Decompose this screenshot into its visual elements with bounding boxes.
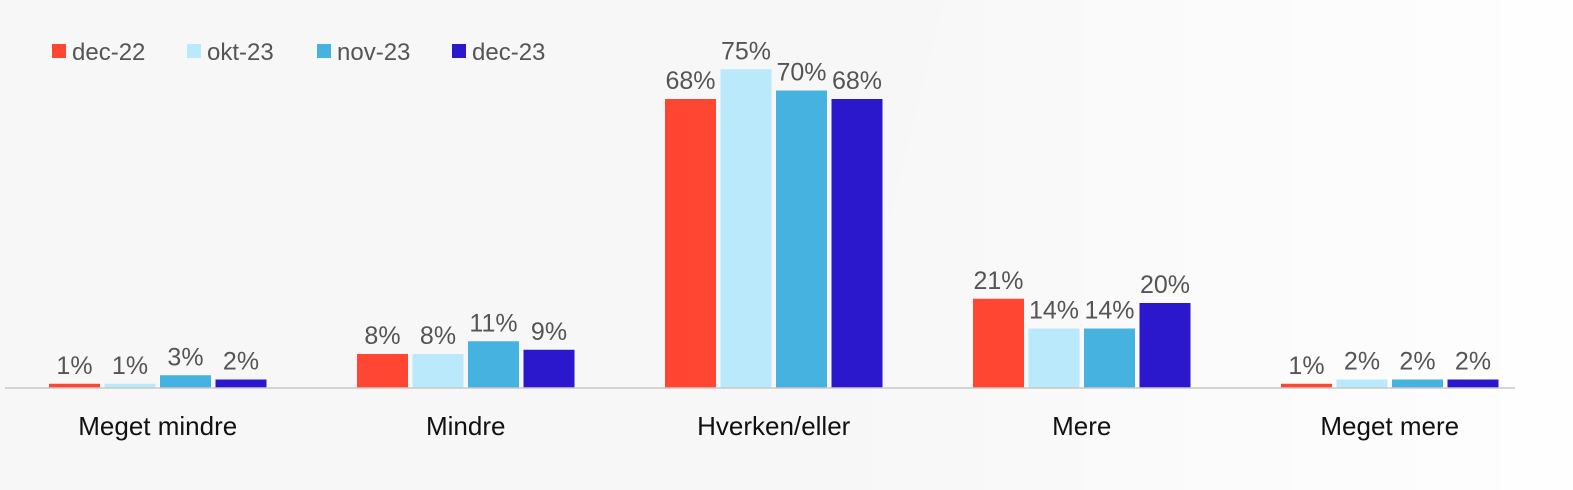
value-label-meget-mindre-okt-23: 1% — [112, 352, 148, 380]
value-label-meget-mere-okt-23: 2% — [1344, 348, 1380, 376]
value-label-mindre-okt-23: 8% — [420, 322, 456, 350]
value-label-hverken-eller-dec-23: 68% — [832, 67, 882, 95]
bar-meget-mindre-dec-23 — [215, 379, 267, 388]
bar-mere-dec-23 — [1139, 303, 1191, 388]
bar-meget-mindre-nov-23 — [160, 375, 211, 388]
value-label-hverken-eller-nov-23: 70% — [776, 59, 826, 87]
value-label-mere-dec-22: 21% — [973, 267, 1023, 295]
value-label-mindre-dec-22: 8% — [364, 322, 400, 350]
value-label-meget-mindre-dec-23: 2% — [223, 348, 259, 376]
value-label-meget-mere-dec-23: 2% — [1455, 348, 1491, 376]
background-shape — [820, 0, 1573, 490]
legend-label-dec-22: dec-22 — [72, 39, 145, 66]
bar-hverken-eller-dec-23 — [831, 99, 883, 388]
value-label-mindre-dec-23: 9% — [531, 318, 567, 346]
legend-swatch-nov-23 — [317, 44, 331, 58]
category-label-meget-mindre: Meget mindre — [78, 411, 237, 441]
value-label-mindre-nov-23: 11% — [469, 309, 517, 337]
bar-meget-mere-dec-22 — [1281, 383, 1332, 388]
bar-hverken-eller-okt-23 — [720, 69, 772, 388]
bar-meget-mindre-dec-22 — [49, 383, 100, 388]
legend-swatch-dec-23 — [452, 44, 466, 58]
legend-swatch-okt-23 — [187, 44, 201, 58]
bar-hverken-eller-dec-22 — [665, 99, 716, 388]
bar-hverken-eller-nov-23 — [776, 90, 827, 388]
bar-mindre-dec-23 — [523, 349, 575, 388]
bar-meget-mere-nov-23 — [1392, 379, 1443, 388]
value-label-mere-dec-23: 20% — [1140, 271, 1190, 299]
legend: dec-22 okt-23 nov-23 dec-23 — [52, 39, 545, 66]
bar-mere-nov-23 — [1084, 328, 1135, 388]
bar-mere-okt-23 — [1028, 328, 1080, 388]
value-label-meget-mere-nov-23: 2% — [1399, 348, 1435, 376]
value-label-meget-mindre-dec-22: 1% — [56, 352, 92, 380]
bars-group — [49, 69, 1499, 388]
legend-label-okt-23: okt-23 — [207, 39, 274, 66]
category-label-hverken-eller: Hverken/eller — [697, 411, 851, 441]
legend-label-nov-23: nov-23 — [337, 39, 410, 66]
category-labels-group: Meget mindre Mindre Hverken/eller Mere Meget… — [78, 411, 1459, 441]
value-labels-group: 1% 1% 3% 2%8% 8% 11% 9%68%75%70% 68%21%14% 14%20… — [56, 37, 1491, 380]
bar-mindre-okt-23 — [412, 354, 464, 388]
value-label-mere-nov-23: 14% — [1084, 297, 1134, 325]
bar-meget-mere-dec-23 — [1447, 379, 1499, 388]
value-label-hverken-eller-okt-23: 75% — [721, 37, 771, 65]
value-label-hverken-eller-dec-22: 68% — [665, 67, 715, 95]
legend-swatch-dec-22 — [52, 44, 66, 58]
legend-label-dec-23: dec-23 — [472, 39, 545, 66]
category-label-meget-mere: Meget mere — [1320, 411, 1459, 441]
category-label-mere: Mere — [1052, 411, 1111, 441]
bar-meget-mindre-okt-23 — [104, 383, 156, 388]
category-label-mindre: Mindre — [426, 411, 505, 441]
bar-mindre-nov-23 — [468, 341, 519, 388]
bar-meget-mere-okt-23 — [1336, 379, 1388, 388]
bar-mere-dec-22 — [973, 298, 1024, 388]
bar-mindre-dec-22 — [357, 354, 408, 388]
value-label-meget-mindre-nov-23: 3% — [167, 343, 203, 371]
value-label-meget-mere-dec-22: 1% — [1288, 352, 1324, 380]
value-label-mere-okt-23: 14% — [1029, 297, 1079, 325]
